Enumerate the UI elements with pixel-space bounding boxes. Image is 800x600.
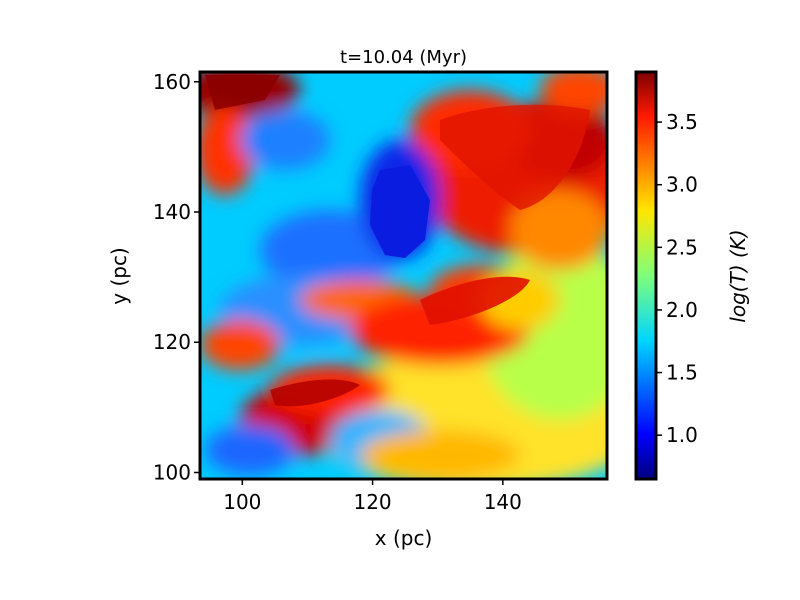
y-tick-label: 160 — [153, 70, 191, 94]
colorbar-label: log(T) (K) — [726, 229, 750, 322]
colorbar-tick-label: 2.0 — [666, 298, 698, 322]
colorbar-ticks: 1.0 1.5 2.0 2.5 3.0 3.5 — [656, 110, 698, 447]
plot-frame — [198, 70, 609, 481]
x-axis-label: x (pc) — [375, 526, 433, 550]
x-axis-ticks: 100 120 140 — [223, 479, 522, 514]
temperature-heatmap — [200, 72, 607, 479]
colorbar-tick-label: 1.0 — [666, 423, 698, 447]
hot-filament — [420, 276, 530, 325]
x-tick-label: 120 — [353, 490, 391, 514]
hot-corner-region — [205, 75, 280, 110]
y-tick-label: 100 — [153, 460, 191, 484]
x-tick-label: 140 — [484, 490, 522, 514]
hot-region — [440, 104, 590, 210]
cold-core-region — [370, 165, 430, 258]
colorbar-tick-label: 3.0 — [666, 173, 698, 197]
hot-filament — [270, 379, 360, 407]
colorbar-frame — [634, 70, 658, 481]
x-tick-label: 100 — [223, 490, 261, 514]
y-axis-label: y (pc) — [107, 247, 131, 305]
y-tick-label: 140 — [153, 200, 191, 224]
colorbar-tick-label: 1.5 — [666, 361, 698, 385]
y-axis-ticks: 100 120 140 160 — [153, 70, 200, 484]
colorbar — [636, 72, 656, 479]
colorbar-tick-label: 2.5 — [666, 235, 698, 259]
chart-title: t=10.04 (Myr) — [340, 47, 467, 68]
y-tick-label: 120 — [153, 330, 191, 354]
colorbar-tick-label: 3.5 — [666, 110, 698, 134]
